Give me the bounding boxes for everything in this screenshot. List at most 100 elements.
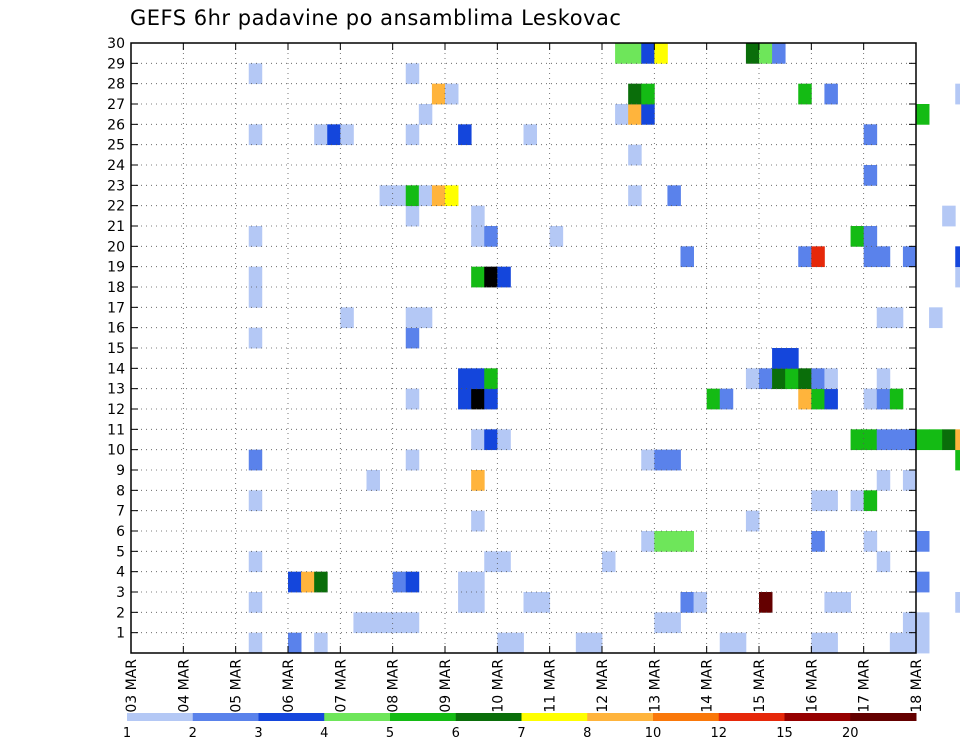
heatmap-cell <box>876 388 891 410</box>
heatmap-cell <box>458 368 472 390</box>
heatmap-cell <box>314 632 328 654</box>
heatmap-cell <box>876 368 891 390</box>
y-tick-label: 30 <box>107 36 125 52</box>
colorbar-swatch <box>653 713 720 721</box>
colorbar-label: 1 <box>123 726 131 741</box>
heatmap-cell <box>471 510 485 532</box>
heatmap-cell <box>798 246 812 268</box>
heatmap-cell <box>405 205 420 227</box>
heatmap-cell <box>863 490 878 512</box>
heatmap-cell <box>876 307 891 329</box>
heatmap-cell <box>484 551 498 573</box>
x-tick-label: 09 MAR <box>438 659 454 713</box>
heatmap-cell <box>706 388 721 410</box>
heatmap-cell <box>405 185 420 207</box>
heatmap-cell <box>510 632 524 654</box>
heatmap-cell <box>693 592 708 613</box>
heatmap-cell <box>497 551 511 573</box>
heatmap-cell <box>536 592 551 613</box>
heatmap-cell <box>418 307 433 329</box>
x-tick-label: 12 MAR <box>595 659 611 713</box>
heatmap-cell <box>392 185 407 207</box>
heatmap-cell <box>301 571 315 593</box>
heatmap-cell <box>916 632 930 654</box>
heatmap-cell <box>405 449 420 471</box>
heatmap-cell <box>405 388 420 410</box>
heatmap-cell <box>458 124 472 146</box>
heatmap-cell <box>602 551 616 573</box>
y-tick-label: 27 <box>107 97 125 113</box>
heatmap-cell <box>889 632 904 654</box>
heatmap-cell <box>785 348 799 369</box>
heatmap-cell <box>497 266 511 288</box>
y-tick-label: 20 <box>107 239 125 255</box>
heatmap-cell <box>654 43 668 64</box>
y-tick-label: 5 <box>116 544 125 560</box>
heatmap-cell <box>405 124 420 146</box>
heatmap-cell <box>628 104 642 125</box>
heatmap-cell <box>916 531 930 552</box>
heatmap-cell <box>680 246 694 268</box>
y-tick-label: 22 <box>107 199 125 215</box>
heatmap-cell <box>863 226 878 247</box>
heatmap-cell <box>641 531 655 552</box>
colorbar-swatch <box>258 713 325 721</box>
heatmap-cell <box>916 612 930 634</box>
heatmap-cell <box>615 43 629 64</box>
x-tick-label: 11 MAR <box>543 659 559 713</box>
heatmap-cell <box>824 388 838 410</box>
heatmap-cell <box>745 368 760 390</box>
heatmap-cell <box>654 612 668 634</box>
heatmap-cell <box>471 571 485 593</box>
heatmap-cell <box>824 490 838 512</box>
heatmap-cell <box>484 266 498 288</box>
heatmap-cell <box>327 124 341 146</box>
heatmap-cell <box>484 388 498 410</box>
heatmap-cell <box>628 144 642 166</box>
x-tick-label: 06 MAR <box>281 659 297 713</box>
y-tick-label: 11 <box>107 422 125 438</box>
y-tick-label: 4 <box>116 565 125 581</box>
heatmap-cell <box>850 490 865 512</box>
heatmap-cell <box>824 632 838 654</box>
heatmap-cell <box>445 185 459 207</box>
colorbar-swatch <box>850 713 917 721</box>
heatmap-cell <box>667 185 681 207</box>
x-tick-label: 05 MAR <box>229 659 245 713</box>
heatmap-cell <box>484 429 498 451</box>
heatmap-cell <box>759 368 773 390</box>
heatmap-cell <box>889 307 904 329</box>
heatmap-cell <box>471 368 485 390</box>
heatmap-cell <box>497 632 511 654</box>
heatmap-cell <box>863 429 878 451</box>
heatmap-cell <box>902 470 917 491</box>
heatmap-cell <box>863 531 878 552</box>
y-tick-label: 10 <box>107 443 125 459</box>
heatmap-cell <box>248 226 263 247</box>
heatmap-cell <box>405 327 420 349</box>
heatmap-cell <box>248 592 263 613</box>
heatmap-cell <box>850 226 865 247</box>
y-tick-label: 29 <box>107 56 125 72</box>
heatmap-cell <box>471 226 485 247</box>
colorbar-swatch <box>455 713 522 721</box>
heatmap-cell <box>916 429 930 451</box>
heatmap-cell <box>863 124 878 146</box>
heatmap-cell <box>366 612 380 634</box>
heatmap-cell <box>445 83 459 105</box>
x-tick-label: 13 MAR <box>647 659 663 713</box>
y-tick-label: 2 <box>116 605 125 621</box>
colorbar-label: 20 <box>842 726 859 741</box>
y-tick-label: 19 <box>107 260 125 276</box>
colorbar-swatch <box>192 713 259 721</box>
heatmap-cell <box>876 429 891 451</box>
heatmap-cell <box>863 165 878 186</box>
heatmap-cell <box>680 531 694 552</box>
heatmap-cell <box>902 429 917 451</box>
colorbar-label: 12 <box>710 726 727 741</box>
colorbar-layer: 1 2 3 4 5 6 7 8 10 12 15 20 <box>123 713 917 741</box>
heatmap-cell <box>798 368 812 390</box>
y-tick-label: 21 <box>107 219 125 235</box>
heatmap-cell <box>497 429 511 451</box>
heatmap-cell <box>288 571 302 593</box>
